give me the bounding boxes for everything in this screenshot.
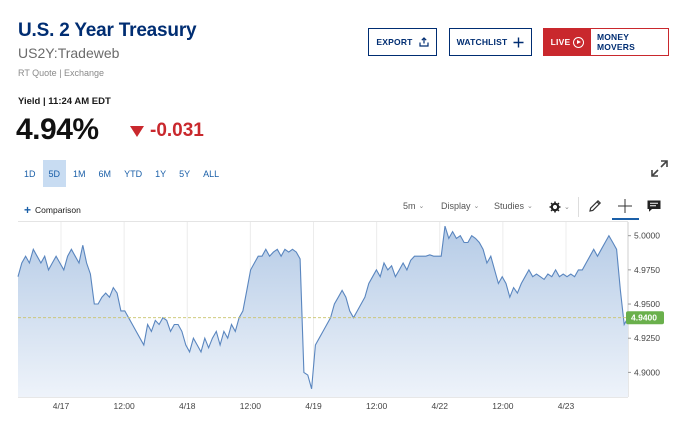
comment-icon[interactable] <box>646 198 662 214</box>
active-tool-indicator <box>612 218 639 220</box>
plus-icon: + <box>24 203 32 217</box>
chart-area <box>18 226 628 397</box>
chevron-down-icon: ⌄ <box>564 204 570 211</box>
chart-divider <box>18 221 628 222</box>
price-change-value: -0.031 <box>150 120 204 141</box>
pencil-icon[interactable] <box>587 198 603 214</box>
chart-series-line <box>17 225 629 389</box>
x-tick-label: 12:00 <box>240 401 262 411</box>
range-selector: 1D 5D 1M 6M YTD 1Y 5Y ALL <box>18 160 226 187</box>
live-badge: LIVE <box>544 29 591 55</box>
range-6m[interactable]: 6M <box>98 168 112 179</box>
x-tick-label: 12:00 <box>492 401 514 411</box>
triangle-down-icon <box>130 125 144 137</box>
last-price-tag: 4.9400 <box>626 311 664 325</box>
export-label: EXPORT <box>376 37 413 47</box>
ticker-symbol: US2Y:Tradeweb <box>18 45 120 61</box>
price-chart[interactable]: 4/17 12:00 4/18 12:00 4/19 12:00 4/22 12:00 4/23… <box>0 222 680 423</box>
range-5y[interactable]: 5Y <box>179 168 191 179</box>
x-tick-label: 4/19 <box>305 401 322 411</box>
range-5d[interactable]: 5D <box>42 160 67 187</box>
comparison-label: Comparison <box>35 205 81 215</box>
x-tick-label: 4/22 <box>431 401 448 411</box>
y-tick-label: 4.9500 <box>634 299 660 309</box>
page-title: U.S. 2 Year Treasury <box>18 20 197 41</box>
range-all[interactable]: ALL <box>203 168 220 179</box>
x-tick-label: 4/23 <box>558 401 575 411</box>
range-1d[interactable]: 1D <box>24 168 36 179</box>
x-tick-label: 4/18 <box>179 401 196 411</box>
y-tick-label: 4.9750 <box>634 265 660 275</box>
last-price-tag-label: 4.9400 <box>631 313 657 323</box>
last-price: 4.94% <box>16 113 99 146</box>
price-change: -0.031 <box>130 120 204 142</box>
settings-dropdown[interactable]: ⌄ <box>549 201 570 213</box>
watchlist-button[interactable]: WATCHLIST <box>449 28 532 56</box>
play-circle-icon <box>573 36 585 48</box>
watchlist-label: WATCHLIST <box>456 37 508 47</box>
studies-dropdown[interactable]: Studies ⌄ <box>494 201 533 211</box>
chevron-down-icon: ⌄ <box>473 203 480 210</box>
display-label: Display <box>441 201 471 211</box>
toolbar-divider <box>578 197 579 217</box>
x-tick-label: 12:00 <box>113 401 135 411</box>
gear-icon <box>549 201 561 213</box>
yield-timestamp: Yield | 11:24 AM EDT <box>18 96 111 107</box>
display-dropdown[interactable]: Display ⌄ <box>441 201 479 211</box>
interval-dropdown[interactable]: 5m ⌄ <box>403 201 424 211</box>
plus-icon <box>513 37 524 47</box>
chevron-down-icon: ⌄ <box>527 203 533 210</box>
x-tick-label: 4/17 <box>53 401 70 411</box>
crosshair-icon[interactable] <box>617 198 633 214</box>
money-movers-button[interactable]: LIVE MONEY MOVERS <box>543 28 669 56</box>
range-1m[interactable]: 1M <box>73 168 86 179</box>
range-ytd[interactable]: YTD <box>124 168 143 179</box>
studies-label: Studies <box>494 201 525 211</box>
export-button[interactable]: EXPORT <box>368 28 437 56</box>
live-label: LIVE <box>550 37 571 47</box>
comparison-button[interactable]: + Comparison <box>24 203 81 217</box>
interval-label: 5m <box>403 201 416 211</box>
quote-source: RT Quote | Exchange <box>18 68 105 78</box>
money-movers-label: MONEY MOVERS <box>596 32 635 52</box>
y-tick-label: 4.9000 <box>634 367 660 377</box>
y-tick-label: 4.9250 <box>634 333 660 343</box>
upload-icon <box>418 37 429 47</box>
chevron-down-icon: ⌄ <box>418 203 425 210</box>
expand-icon[interactable] <box>651 160 668 177</box>
y-tick-label: 5.0000 <box>634 231 660 241</box>
x-tick-label: 12:00 <box>366 401 388 411</box>
range-1y[interactable]: 1Y <box>155 168 167 179</box>
